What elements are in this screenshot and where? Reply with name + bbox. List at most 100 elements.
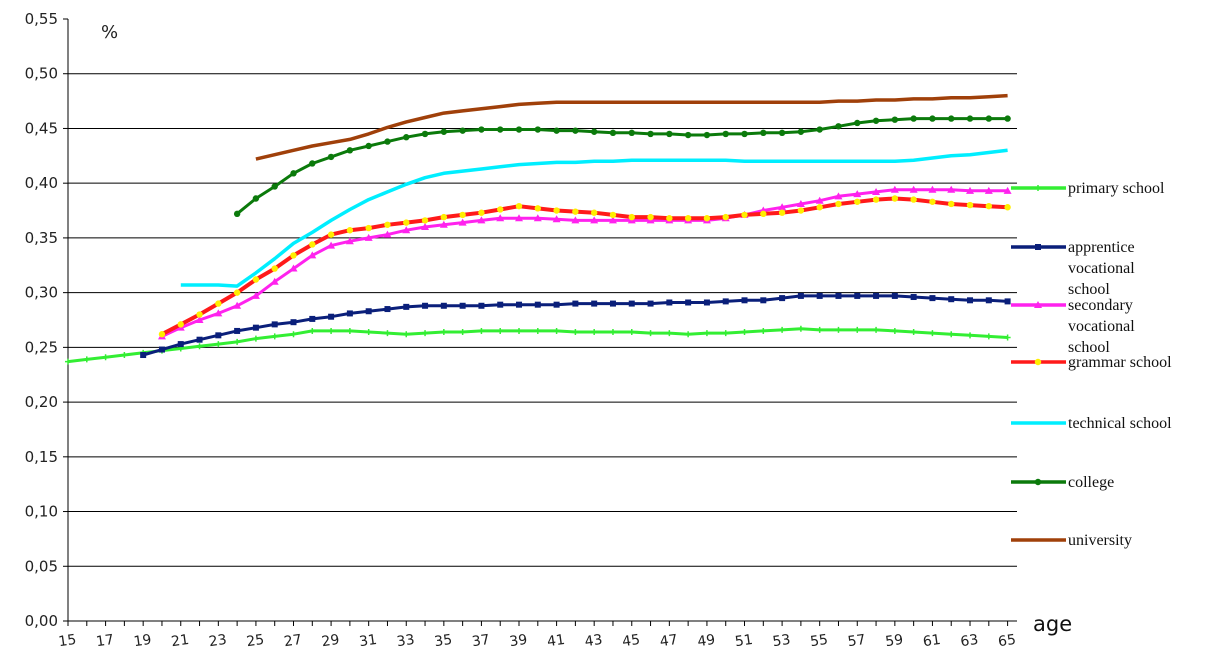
data-point xyxy=(534,205,542,212)
data-point xyxy=(816,204,823,211)
data-point xyxy=(741,329,748,336)
data-point xyxy=(984,186,993,194)
data-point xyxy=(534,301,541,308)
data-point xyxy=(890,185,899,193)
data-point xyxy=(1004,115,1011,122)
data-point xyxy=(685,299,692,306)
data-point xyxy=(365,224,372,232)
y-tick-label: 0,50 xyxy=(25,65,58,83)
data-point xyxy=(478,302,485,309)
data-point xyxy=(403,303,410,310)
data-point xyxy=(65,358,71,365)
data-point xyxy=(270,277,279,285)
data-point xyxy=(534,327,541,334)
gridlines xyxy=(68,73,1017,567)
data-point xyxy=(271,321,278,328)
x-tick-label: 43 xyxy=(584,632,604,650)
x-tick-label: 33 xyxy=(396,632,416,650)
x-tick-label: 37 xyxy=(471,632,491,650)
legend-label: technical school xyxy=(1068,415,1172,432)
x-tick-label: 49 xyxy=(696,632,716,650)
data-point xyxy=(835,200,842,208)
legend-label: apprentice xyxy=(1068,239,1135,256)
x-tick-label: 57 xyxy=(847,632,867,650)
data-point xyxy=(572,300,579,307)
data-point xyxy=(854,292,861,299)
legend-marker xyxy=(1034,358,1042,366)
data-point xyxy=(233,289,241,296)
data-point xyxy=(346,310,353,317)
x-axis-label: age xyxy=(1033,612,1072,636)
data-point xyxy=(497,327,504,334)
data-point xyxy=(666,330,673,337)
data-point xyxy=(647,213,654,221)
data-point xyxy=(308,251,317,259)
data-point xyxy=(533,214,542,222)
data-point xyxy=(140,352,147,359)
data-point xyxy=(854,198,861,205)
data-point xyxy=(459,329,466,336)
legend-marker xyxy=(1035,244,1041,250)
data-point xyxy=(722,330,729,337)
data-point xyxy=(947,185,956,193)
data-point xyxy=(872,187,881,195)
data-point xyxy=(346,147,354,154)
data-point xyxy=(215,341,222,348)
data-point xyxy=(779,295,786,302)
data-point xyxy=(778,129,786,137)
legend-item: technical school xyxy=(1011,415,1172,432)
data-point xyxy=(328,327,335,334)
data-point xyxy=(440,213,448,221)
data-point xyxy=(703,215,711,222)
data-point xyxy=(591,300,598,307)
data-point xyxy=(215,300,222,307)
data-point xyxy=(515,202,523,210)
x-tick-label: 39 xyxy=(509,632,529,650)
data-point xyxy=(797,325,804,332)
data-point xyxy=(309,241,316,248)
legend-item: apprentice vocational school xyxy=(1011,239,1135,298)
legend-item: primary school xyxy=(1011,180,1165,197)
series-2 xyxy=(157,185,1012,340)
data-point xyxy=(666,215,673,222)
data-point xyxy=(252,335,259,342)
legend-item: secondary vocational school xyxy=(1011,297,1135,356)
data-point xyxy=(703,299,710,306)
data-point xyxy=(365,329,372,336)
data-point xyxy=(290,331,297,338)
data-point xyxy=(684,131,692,139)
data-point xyxy=(384,138,391,145)
legend-label: vocational xyxy=(1068,318,1135,335)
data-point xyxy=(948,296,955,303)
legend-label: grammar school xyxy=(1068,354,1172,371)
data-point xyxy=(439,220,448,228)
series-lines xyxy=(65,93,1012,365)
data-point xyxy=(609,129,617,137)
data-point xyxy=(515,126,523,133)
x-tick-label: 55 xyxy=(809,632,829,650)
x-tick-label: 59 xyxy=(884,632,904,650)
data-point xyxy=(647,130,654,138)
data-point xyxy=(346,227,354,234)
x-tick-label: 17 xyxy=(95,632,115,650)
data-point xyxy=(215,332,222,339)
data-point xyxy=(572,127,579,134)
y-tick-label: 0,10 xyxy=(25,503,58,521)
data-point xyxy=(309,160,316,167)
data-point xyxy=(83,356,90,363)
series-5 xyxy=(233,115,1011,218)
data-point xyxy=(985,115,993,122)
data-point xyxy=(477,216,486,224)
y-tick-label: 0,05 xyxy=(25,557,58,575)
data-point xyxy=(553,327,560,334)
data-point xyxy=(967,332,974,339)
data-point xyxy=(647,330,654,337)
data-point xyxy=(816,326,823,333)
data-point xyxy=(1003,186,1012,194)
data-point xyxy=(590,216,599,224)
legend-label: school xyxy=(1068,281,1110,298)
x-tick-label: 31 xyxy=(358,632,378,650)
data-point xyxy=(289,264,298,272)
data-point xyxy=(440,329,447,336)
data-point xyxy=(929,198,936,205)
